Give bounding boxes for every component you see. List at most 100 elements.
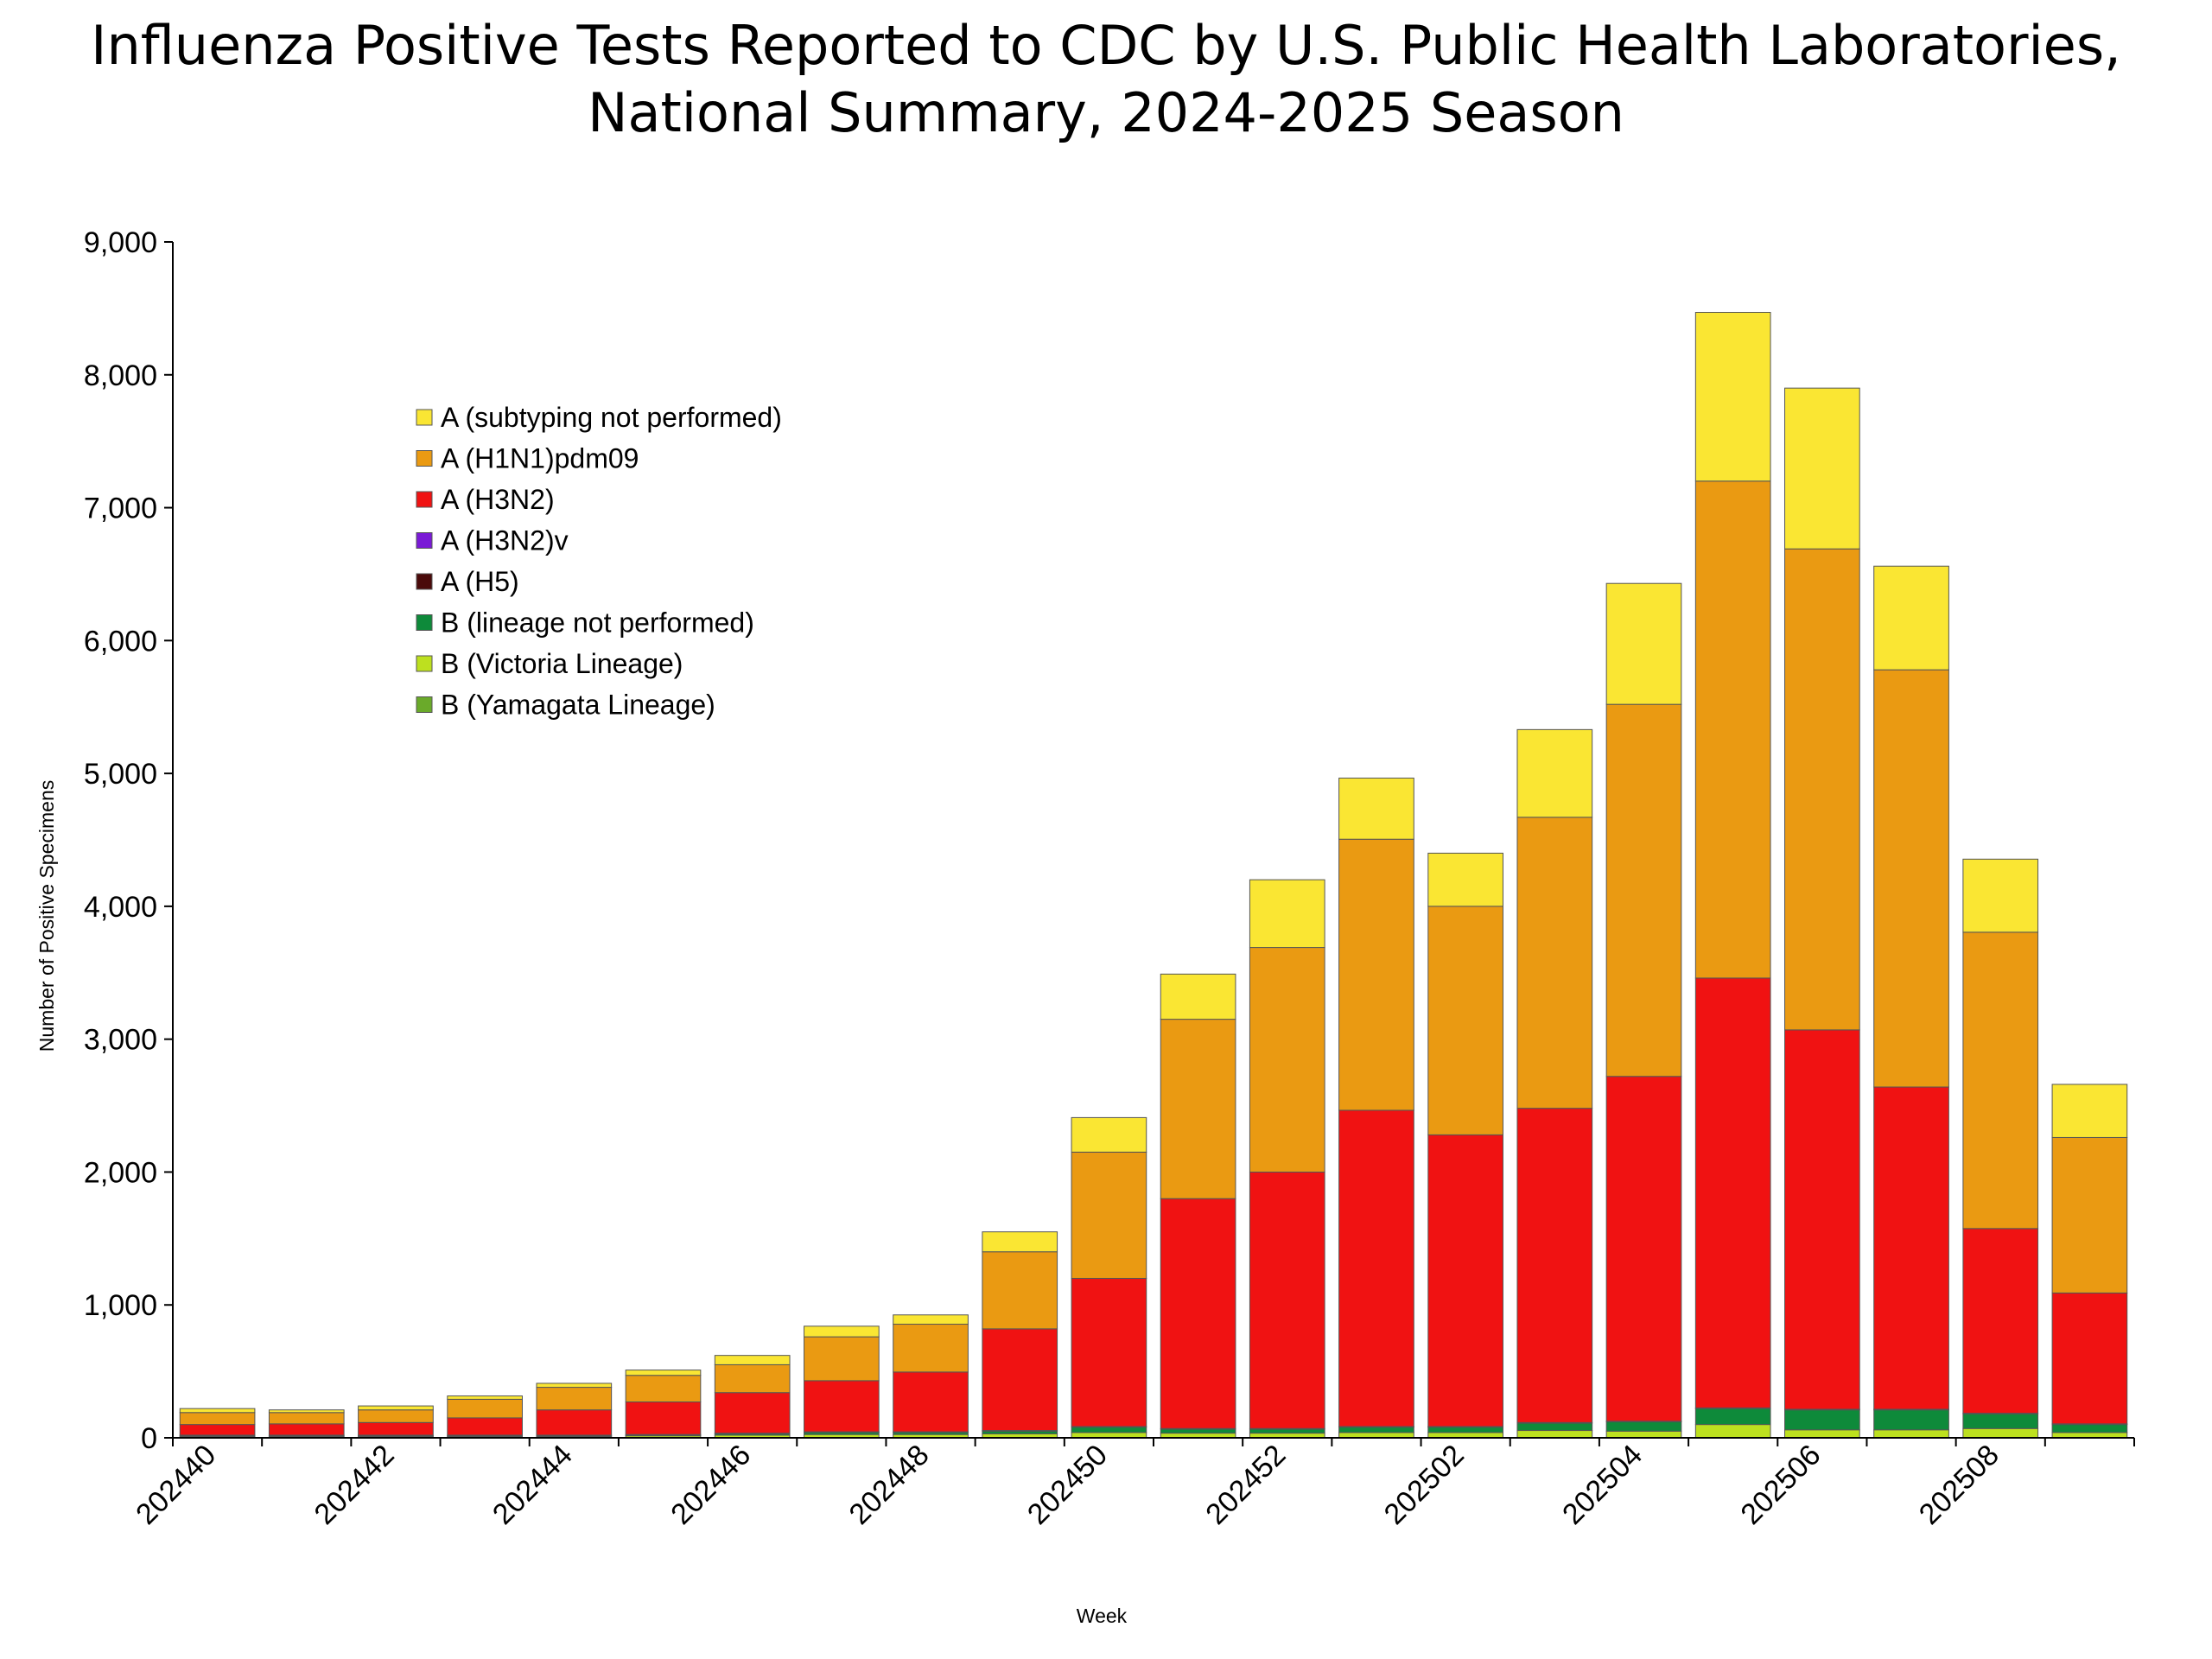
bar-segment [1694, 977, 1771, 1408]
bar-segment [1605, 1430, 1682, 1439]
legend-label: A (H1N1)pdm09 [441, 443, 639, 474]
chart-title: Influenza Positive Tests Reported to CDC… [0, 12, 2212, 147]
bar-segment [1694, 312, 1771, 482]
bar-segment [1873, 1429, 1949, 1439]
bar-segment [1516, 1422, 1593, 1432]
bar-segment [625, 1370, 702, 1376]
bar-segment [1605, 1421, 1682, 1432]
bar-segment [714, 1392, 791, 1434]
bar-segment [1071, 1277, 1147, 1427]
bar-segment [179, 1424, 256, 1436]
x-tick-label: 202446 [664, 1439, 757, 1531]
bar-segment [2051, 1292, 2128, 1425]
bar-segment [625, 1375, 702, 1402]
bar-segment [1338, 777, 1414, 840]
bar-segment [1694, 1424, 1771, 1439]
x-tick-label: 202508 [1913, 1439, 2005, 1531]
bar-segment [1249, 947, 1325, 1173]
bar-segment [1427, 1427, 1503, 1433]
bar-segment [1338, 1109, 1414, 1427]
bar-segment [1338, 838, 1414, 1111]
bar-segment [1160, 1428, 1236, 1434]
bar-segment [1160, 1198, 1236, 1429]
bar-segment [447, 1417, 523, 1436]
x-tick-label: 202450 [1021, 1439, 1114, 1531]
bar-segment [1694, 1408, 1771, 1426]
bar-segment [268, 1412, 345, 1425]
y-axis-label: Number of Positive Specimens [35, 780, 58, 1052]
bar-segment [1784, 1429, 1860, 1439]
bars-group [179, 312, 2128, 1439]
bar-segment [1784, 387, 1860, 550]
bar-segment [804, 1380, 880, 1433]
y-tick-label: 7,000 [84, 493, 157, 525]
bar-segment [1249, 1171, 1325, 1429]
bar-segment [268, 1409, 345, 1414]
bar-segment [1605, 582, 1682, 705]
bar-segment [1516, 817, 1593, 1109]
bar-segment [982, 1231, 1058, 1253]
bar-segment [982, 1251, 1058, 1330]
bar-segment [358, 1405, 434, 1411]
bar-segment [1605, 703, 1682, 1077]
legend-swatch [416, 532, 433, 549]
y-tick-label: 5,000 [84, 758, 157, 791]
bar-segment [1962, 858, 2039, 933]
chart-title-line-2: National Summary, 2024-2025 Season [588, 81, 1624, 144]
legend-label: A (H3N2)v [441, 525, 569, 556]
bar-segment [1962, 1427, 2039, 1439]
x-tick-label: 202504 [1556, 1439, 1649, 1531]
bar-segment [1071, 1116, 1147, 1153]
y-tick-label: 2,000 [84, 1156, 157, 1189]
x-axis-label: Week [1077, 1605, 1128, 1627]
bar-segment [893, 1314, 969, 1325]
bar-segment [1962, 1413, 2039, 1429]
bar-segment [982, 1328, 1058, 1432]
legend-swatch [416, 614, 433, 631]
bar-segment [1516, 728, 1593, 818]
bar-segment [1962, 1228, 2039, 1414]
bar-segment [1338, 1427, 1414, 1433]
bar-segment [1784, 548, 1860, 1031]
legend-label: B (Victoria Lineage) [441, 648, 683, 679]
bar-segment [2051, 1424, 2128, 1433]
bar-segment [893, 1324, 969, 1373]
bar-segment [536, 1387, 613, 1411]
x-tick-label: 202444 [486, 1439, 579, 1531]
y-tick-label: 0 [141, 1422, 157, 1455]
bar-segment [2051, 1084, 2128, 1138]
bar-segment [1873, 1409, 1949, 1431]
legend-label: B (Yamagata Lineage) [441, 690, 715, 721]
bar-segment [1784, 1409, 1860, 1431]
bar-segment [1516, 1430, 1593, 1439]
y-tick-label: 6,000 [84, 625, 157, 658]
bar-segment [804, 1325, 880, 1338]
bar-segment [1873, 669, 1949, 1088]
bar-segment [1160, 1019, 1236, 1199]
y-tick-label: 9,000 [84, 226, 157, 259]
bar-segment [2051, 1136, 2128, 1294]
y-tick-label: 1,000 [84, 1289, 157, 1322]
legend-swatch [416, 450, 433, 467]
legend-swatch [416, 409, 433, 426]
legend-label: A (H3N2) [441, 484, 555, 515]
bar-segment [1784, 1029, 1860, 1410]
legend-label: A (subtyping not performed) [441, 402, 782, 433]
bar-segment [714, 1355, 791, 1365]
bar-segment [1694, 480, 1771, 979]
bar-segment [1071, 1151, 1147, 1279]
bar-segment [1605, 1076, 1682, 1422]
bar-segment [1160, 973, 1236, 1020]
legend-swatch [416, 573, 433, 590]
bar-segment [893, 1371, 969, 1433]
bar-segment [1071, 1427, 1147, 1433]
y-tick-label: 4,000 [84, 891, 157, 924]
bar-segment [1962, 931, 2039, 1230]
bar-segment [1427, 852, 1503, 907]
bar-segment [447, 1398, 523, 1419]
bar-segment [358, 1409, 434, 1423]
bar-segment [358, 1421, 434, 1436]
bar-segment [268, 1423, 345, 1436]
bar-segment [1427, 906, 1503, 1135]
bar-segment [804, 1336, 880, 1382]
